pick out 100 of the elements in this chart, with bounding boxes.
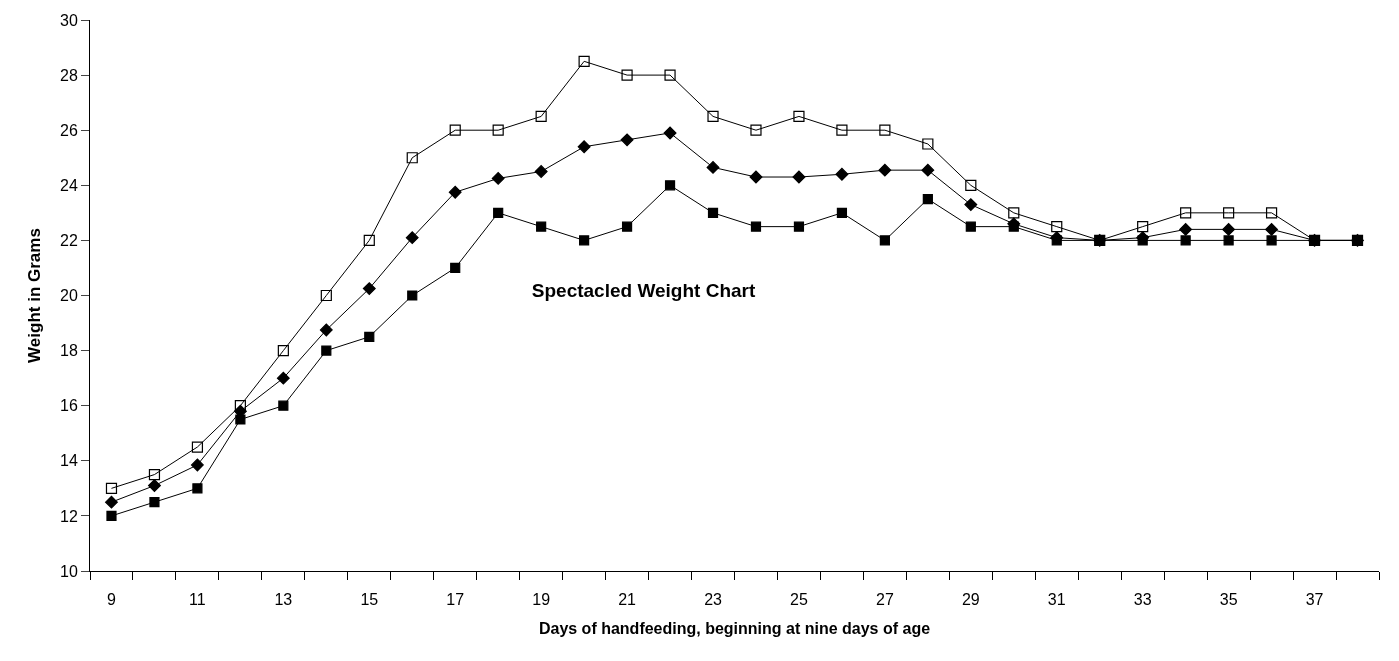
point xyxy=(921,163,935,177)
point xyxy=(707,110,719,123)
point xyxy=(1223,235,1234,246)
point xyxy=(278,400,289,411)
point xyxy=(620,133,634,147)
x-tick-label: 23 xyxy=(704,591,723,609)
point xyxy=(879,235,890,246)
point xyxy=(707,207,719,218)
point xyxy=(320,289,332,302)
point xyxy=(148,468,161,481)
point xyxy=(749,170,763,184)
point xyxy=(448,185,462,199)
x-tick-label: 21 xyxy=(618,591,637,609)
point xyxy=(1179,222,1193,236)
point xyxy=(364,331,375,342)
point xyxy=(1008,221,1019,232)
point xyxy=(534,165,548,178)
point xyxy=(792,170,806,184)
x-tick-label: 13 xyxy=(274,591,293,609)
point xyxy=(1265,222,1279,236)
point xyxy=(105,482,118,494)
point xyxy=(192,483,203,494)
point xyxy=(234,400,246,412)
point xyxy=(319,323,333,337)
point xyxy=(922,193,933,205)
point xyxy=(1051,235,1062,246)
point xyxy=(235,414,246,425)
x-axis-title: Days of handfeeding, beginning at nine days of age xyxy=(538,619,931,637)
point xyxy=(878,163,892,177)
x-tick-label: 33 xyxy=(1133,591,1152,609)
point xyxy=(964,198,978,212)
point xyxy=(621,221,633,232)
point xyxy=(1051,221,1063,233)
x-tick-label: 25 xyxy=(790,591,808,609)
point xyxy=(1223,207,1235,219)
y-tick-label: 30 xyxy=(60,11,78,29)
y-tick-label: 28 xyxy=(60,66,78,84)
point xyxy=(362,282,376,296)
point xyxy=(621,69,633,81)
point xyxy=(579,235,590,246)
point xyxy=(1137,235,1148,246)
x-tick-label: 31 xyxy=(1047,591,1066,609)
point xyxy=(664,69,676,81)
point xyxy=(105,495,118,509)
point xyxy=(1008,207,1020,219)
point xyxy=(536,221,547,232)
point xyxy=(578,55,590,67)
y-tick-label: 14 xyxy=(60,452,78,470)
point xyxy=(321,345,332,356)
point xyxy=(149,497,160,508)
point xyxy=(1266,235,1277,246)
point xyxy=(492,124,504,136)
point xyxy=(793,221,805,232)
point xyxy=(148,479,161,493)
point xyxy=(793,110,805,123)
point xyxy=(1137,221,1149,233)
x-tick-label: 27 xyxy=(875,591,894,609)
y-tick-label: 12 xyxy=(60,507,78,525)
point xyxy=(965,179,977,191)
point xyxy=(706,160,720,174)
x-tick-label: 29 xyxy=(961,591,980,609)
point xyxy=(965,221,976,232)
y-tick-label: 10 xyxy=(60,562,78,580)
point xyxy=(276,371,290,385)
point xyxy=(277,345,289,357)
point xyxy=(406,152,418,164)
point xyxy=(106,510,117,521)
point xyxy=(879,124,891,136)
point xyxy=(836,207,848,218)
point xyxy=(663,126,677,140)
y-axis-title: Weight in Grams xyxy=(24,228,44,363)
x-tick-label: 19 xyxy=(532,591,551,609)
point xyxy=(450,262,461,274)
point xyxy=(191,441,204,453)
y-tick-label: 26 xyxy=(60,121,78,139)
point xyxy=(577,140,591,154)
x-tick-label: 37 xyxy=(1305,591,1324,609)
x-tick-label: 15 xyxy=(360,591,379,609)
point xyxy=(1222,222,1236,236)
x-tick-label: 35 xyxy=(1219,591,1238,609)
point xyxy=(535,110,547,123)
point xyxy=(836,124,848,136)
point xyxy=(405,231,419,245)
y-tick-label: 22 xyxy=(60,232,78,249)
point xyxy=(922,138,934,150)
point xyxy=(493,207,504,218)
point xyxy=(491,171,505,185)
point xyxy=(750,124,762,136)
y-tick-label: 24 xyxy=(60,176,78,194)
point xyxy=(1180,235,1191,246)
point xyxy=(190,458,204,472)
point xyxy=(750,221,762,232)
point xyxy=(664,180,676,191)
text: Spectacled Weight Chart xyxy=(531,280,756,302)
y-tick-label: 20 xyxy=(60,287,78,305)
point xyxy=(449,124,461,136)
point xyxy=(363,234,375,246)
point xyxy=(407,290,418,301)
x-tick-label: 9 xyxy=(107,591,117,609)
point xyxy=(835,167,849,181)
